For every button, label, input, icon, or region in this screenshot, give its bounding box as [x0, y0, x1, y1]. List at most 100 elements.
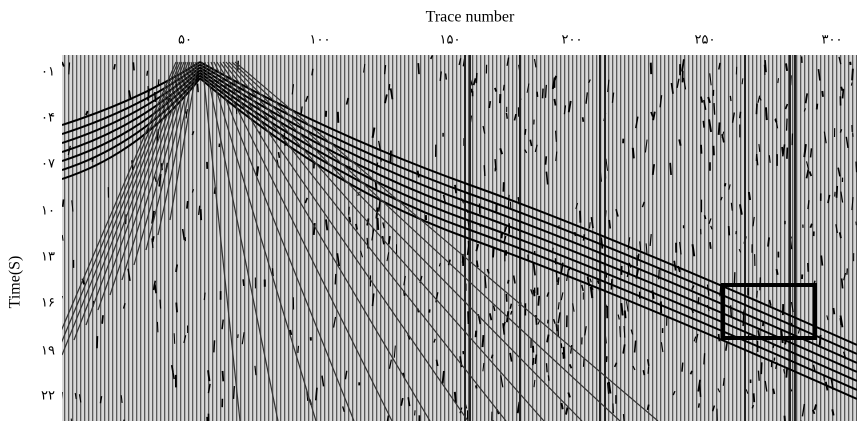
- figure: Trace number Time(S) ۵۰۱۰۰۱۵۰۲۰۰۲۵۰۳۰۰ ۰…: [0, 0, 857, 421]
- noise-stroke: [822, 91, 823, 97]
- noise-stroke: [606, 356, 607, 362]
- noise-stroke: [153, 236, 154, 242]
- noise-stroke: [699, 403, 700, 407]
- noise-stroke: [501, 233, 502, 238]
- noise-stroke: [493, 248, 494, 258]
- noise-stroke: [786, 368, 787, 378]
- noise-stroke: [443, 371, 444, 384]
- noise-stroke: [749, 192, 750, 200]
- y-tick-label: ۱۹: [41, 344, 55, 359]
- noise-stroke: [682, 363, 683, 372]
- noise-stroke: [714, 103, 715, 115]
- noise-stroke: [729, 226, 730, 235]
- noise-stroke: [833, 308, 834, 314]
- noise-stroke: [257, 166, 258, 176]
- noise-stroke: [757, 291, 758, 298]
- noise-stroke: [730, 96, 731, 101]
- y-tick-label: ۱۳: [41, 250, 55, 265]
- noise-stroke: [564, 347, 565, 359]
- noise-stroke: [786, 63, 787, 71]
- noise-stroke: [160, 300, 161, 309]
- noise-stroke: [561, 403, 562, 409]
- y-tick-label: ۰۷: [41, 157, 55, 172]
- noise-stroke: [335, 274, 336, 285]
- noise-stroke: [492, 355, 493, 359]
- noise-stroke: [312, 69, 313, 76]
- y-ticks: ۰۱۰۴۰۷۱۰۱۳۱۶۱۹۲۲: [41, 65, 55, 404]
- noise-stroke: [367, 238, 368, 249]
- noise-stroke: [326, 219, 327, 230]
- noise-stroke: [765, 60, 766, 72]
- noise-stroke: [147, 71, 148, 76]
- y-tick-label: ۱۰: [41, 204, 55, 219]
- noise-stroke: [547, 363, 548, 372]
- noise-stroke: [301, 106, 302, 113]
- noise-stroke: [476, 331, 477, 337]
- y-tick-label: ۰۱: [41, 65, 55, 80]
- noise-stroke: [133, 62, 134, 70]
- noise-stroke: [777, 269, 778, 275]
- x-tick-label: ۲۵۰: [695, 33, 716, 48]
- noise-stroke: [533, 358, 534, 365]
- noise-stroke: [198, 84, 199, 93]
- noise-stroke: [546, 156, 547, 164]
- noise-stroke: [114, 64, 115, 69]
- noise-stroke: [598, 280, 599, 283]
- noise-stroke: [477, 261, 478, 268]
- noise-stroke: [102, 315, 103, 324]
- noise-stroke: [558, 277, 559, 285]
- noise-stroke: [778, 78, 779, 83]
- noise-stroke: [633, 148, 634, 159]
- noise-stroke: [679, 139, 680, 145]
- noise-stroke: [843, 89, 844, 99]
- noise-stroke: [648, 405, 649, 410]
- noise-stroke: [840, 232, 841, 238]
- noise-stroke: [648, 359, 649, 366]
- x-tick-label: ۵۰: [178, 33, 192, 48]
- noise-stroke: [556, 131, 557, 142]
- noise-stroke: [418, 63, 419, 74]
- noise-stroke: [705, 215, 706, 219]
- noise-stroke: [703, 121, 704, 128]
- noise-stroke: [832, 409, 833, 415]
- noise-stroke: [719, 122, 720, 134]
- noise-stroke: [446, 73, 447, 79]
- noise-stroke: [538, 296, 539, 306]
- noise-stroke: [489, 101, 490, 108]
- noise-stroke: [756, 103, 757, 114]
- noise-stroke: [643, 370, 644, 375]
- noise-stroke: [208, 370, 209, 381]
- noise-stroke: [172, 365, 173, 372]
- noise-stroke: [841, 87, 842, 91]
- noise-stroke: [349, 217, 350, 222]
- noise-stroke: [356, 224, 357, 230]
- noise-stroke: [852, 69, 853, 81]
- noise-stroke: [385, 65, 386, 74]
- noise-stroke: [476, 385, 477, 388]
- noise-stroke: [389, 84, 390, 90]
- noise-stroke: [176, 303, 177, 313]
- noise-stroke: [768, 237, 769, 246]
- noise-stroke: [766, 107, 767, 120]
- noise-stroke: [620, 326, 621, 337]
- noise-stroke: [700, 384, 701, 397]
- noise-stroke: [525, 129, 526, 135]
- noise-stroke: [785, 416, 786, 421]
- noise-stroke: [214, 340, 215, 352]
- noise-stroke: [463, 256, 464, 262]
- x-tick-label: ۳۰۰: [822, 33, 843, 48]
- noise-stroke: [548, 375, 549, 380]
- x-tick-label: ۱۰۰: [310, 33, 331, 48]
- noise-stroke: [243, 279, 244, 286]
- noise-stroke: [782, 147, 783, 155]
- noise-stroke: [758, 371, 759, 381]
- noise-stroke: [378, 218, 379, 230]
- noise-stroke: [583, 358, 584, 367]
- noise-stroke: [503, 85, 504, 91]
- y-tick-label: ۱۶: [41, 296, 55, 311]
- noise-stroke: [316, 388, 317, 401]
- noise-stroke: [743, 315, 744, 326]
- page: Trace number Time(S) ۵۰۱۰۰۱۵۰۲۰۰۲۵۰۳۰۰ ۰…: [0, 0, 857, 421]
- x-axis-title: Trace number: [426, 9, 515, 26]
- noise-stroke: [648, 366, 649, 373]
